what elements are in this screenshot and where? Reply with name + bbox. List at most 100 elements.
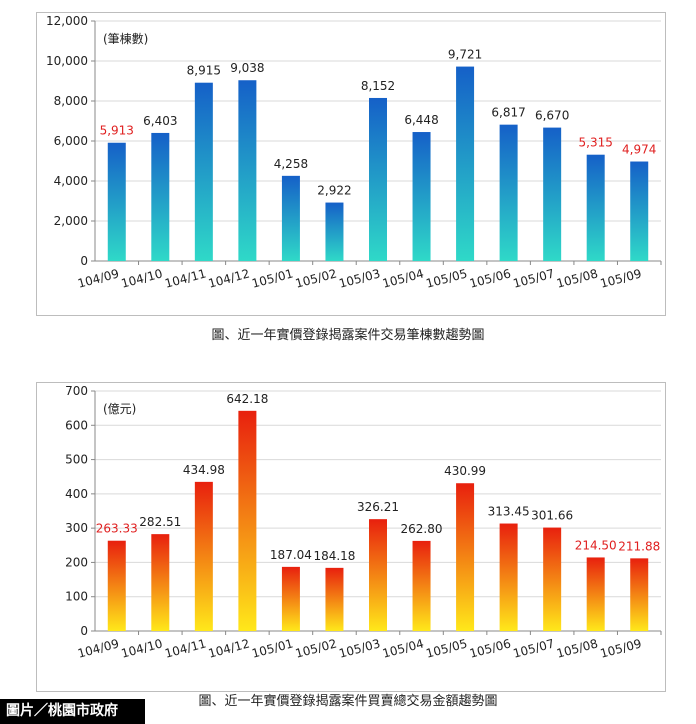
data-label: 5,913	[100, 124, 134, 138]
data-label: 9,721	[448, 48, 482, 62]
x-tick-label: 105/07	[512, 636, 556, 660]
y-tick-label: 700	[65, 384, 88, 398]
data-label: 4,258	[274, 157, 308, 171]
bar	[194, 481, 213, 631]
data-label: 6,448	[404, 113, 438, 127]
y-tick-label: 0	[80, 624, 88, 638]
data-label: 301.66	[531, 509, 573, 523]
y-tick-label: 0	[80, 254, 88, 268]
x-tick-label: 105/07	[512, 266, 556, 290]
bar	[281, 175, 300, 261]
bar	[238, 410, 257, 631]
y-tick-label: 12,000	[46, 14, 88, 28]
data-label: 326.21	[357, 500, 399, 514]
x-tick-label: 104/09	[76, 266, 120, 290]
chart-amount: 0 100 200 300 400 500 600 700 (億元) 263.33 104/09 28…	[65, 384, 662, 661]
x-tick-label: 104/12	[207, 636, 251, 660]
x-tick-label: 104/10	[120, 266, 164, 290]
data-label: 187.04	[270, 548, 312, 562]
y-tick-label: 300	[65, 521, 88, 535]
bar	[369, 519, 387, 631]
x-tick-label: 105/06	[468, 636, 512, 660]
x-tick-label: 105/09	[599, 636, 643, 660]
data-label: 4,974	[622, 143, 656, 157]
bar	[369, 97, 387, 262]
chart-transactions: 0 2,000 4,000 6,000 8,000 10,000 12,000 (筆棟數) 5,…	[46, 14, 662, 291]
x-tick-label: 104/11	[163, 266, 207, 290]
x-tick-label: 104/09	[76, 636, 120, 660]
bar	[107, 540, 126, 631]
chart-transactions-panel: 0 2,000 4,000 6,000 8,000 10,000 12,000 (筆棟數) 5,…	[36, 12, 666, 316]
data-label: 434.98	[183, 463, 225, 477]
bar	[586, 154, 605, 261]
data-label: 8,915	[187, 64, 221, 78]
y-tick-label: 500	[65, 453, 88, 467]
bar	[107, 142, 126, 261]
photo-credit: 圖片／桃園市政府	[0, 699, 145, 724]
data-label: 313.45	[488, 505, 530, 519]
y-tick-label: 4,000	[54, 174, 88, 188]
bar	[151, 132, 170, 261]
caption-amount: 圖、近一年實價登錄揭露案件買賣總交易金額趨勢圖	[198, 694, 498, 709]
x-tick-label: 105/03	[337, 636, 381, 660]
bar	[630, 558, 649, 631]
bar	[456, 483, 475, 631]
y-tick-label: 400	[65, 487, 88, 501]
x-tick-label: 105/08	[555, 266, 599, 290]
bar	[499, 523, 518, 631]
y-tick-label: 6,000	[54, 134, 88, 148]
y-tick-label: 10,000	[46, 54, 88, 68]
data-label: 2,922	[317, 184, 351, 198]
bar	[630, 161, 649, 261]
bar	[499, 124, 518, 261]
x-tick-label: 105/06	[468, 266, 512, 290]
data-label: 9,038	[230, 61, 264, 75]
data-label: 430.99	[444, 464, 486, 478]
x-tick-label: 105/02	[294, 636, 338, 660]
data-label: 262.80	[401, 522, 443, 536]
x-tick-label: 104/12	[207, 266, 251, 290]
y-tick-label: 8,000	[54, 94, 88, 108]
bar	[151, 534, 170, 631]
bar	[281, 566, 300, 631]
chart-amount-panel: 0 100 200 300 400 500 600 700 (億元) 263.33 104/09 28…	[36, 382, 666, 692]
data-label: 263.33	[96, 522, 138, 536]
data-label: 6,670	[535, 109, 569, 123]
x-tick-label: 105/03	[337, 266, 381, 290]
caption-transactions: 圖、近一年實價登錄揭露案件交易筆棟數趨勢圖	[211, 328, 485, 343]
bar	[456, 66, 475, 261]
x-tick-label: 105/01	[250, 266, 294, 290]
bar	[543, 127, 562, 261]
data-label: 6,403	[143, 114, 177, 128]
x-tick-label: 105/02	[294, 266, 338, 290]
x-tick-label: 104/10	[120, 636, 164, 660]
data-label: 282.51	[139, 515, 181, 529]
unit-label: (筆棟數)	[103, 31, 148, 46]
y-tick-label: 2,000	[54, 214, 88, 228]
x-tick-label: 104/11	[163, 636, 207, 660]
x-tick-label: 105/09	[599, 266, 643, 290]
x-tick-label: 105/04	[381, 266, 425, 290]
x-tick-label: 105/04	[381, 636, 425, 660]
y-tick-label: 200	[65, 555, 88, 569]
data-label: 184.18	[313, 549, 355, 563]
bar	[543, 527, 562, 631]
data-label: 642.18	[226, 392, 268, 406]
bar	[325, 567, 344, 631]
bar	[238, 80, 257, 262]
bar	[412, 132, 431, 261]
data-label: 5,315	[579, 136, 613, 150]
x-tick-label: 105/05	[424, 636, 468, 660]
x-tick-label: 105/01	[250, 636, 294, 660]
bar	[325, 202, 344, 261]
data-label: 211.88	[618, 539, 660, 553]
unit-label: (億元)	[103, 402, 136, 416]
x-tick-label: 105/05	[424, 266, 468, 290]
y-tick-label: 100	[65, 590, 88, 604]
x-tick-label: 105/08	[555, 636, 599, 660]
y-tick-label: 600	[65, 418, 88, 432]
bar	[586, 557, 605, 631]
data-label: 8,152	[361, 79, 395, 93]
bar	[412, 540, 431, 631]
bar	[194, 82, 213, 261]
